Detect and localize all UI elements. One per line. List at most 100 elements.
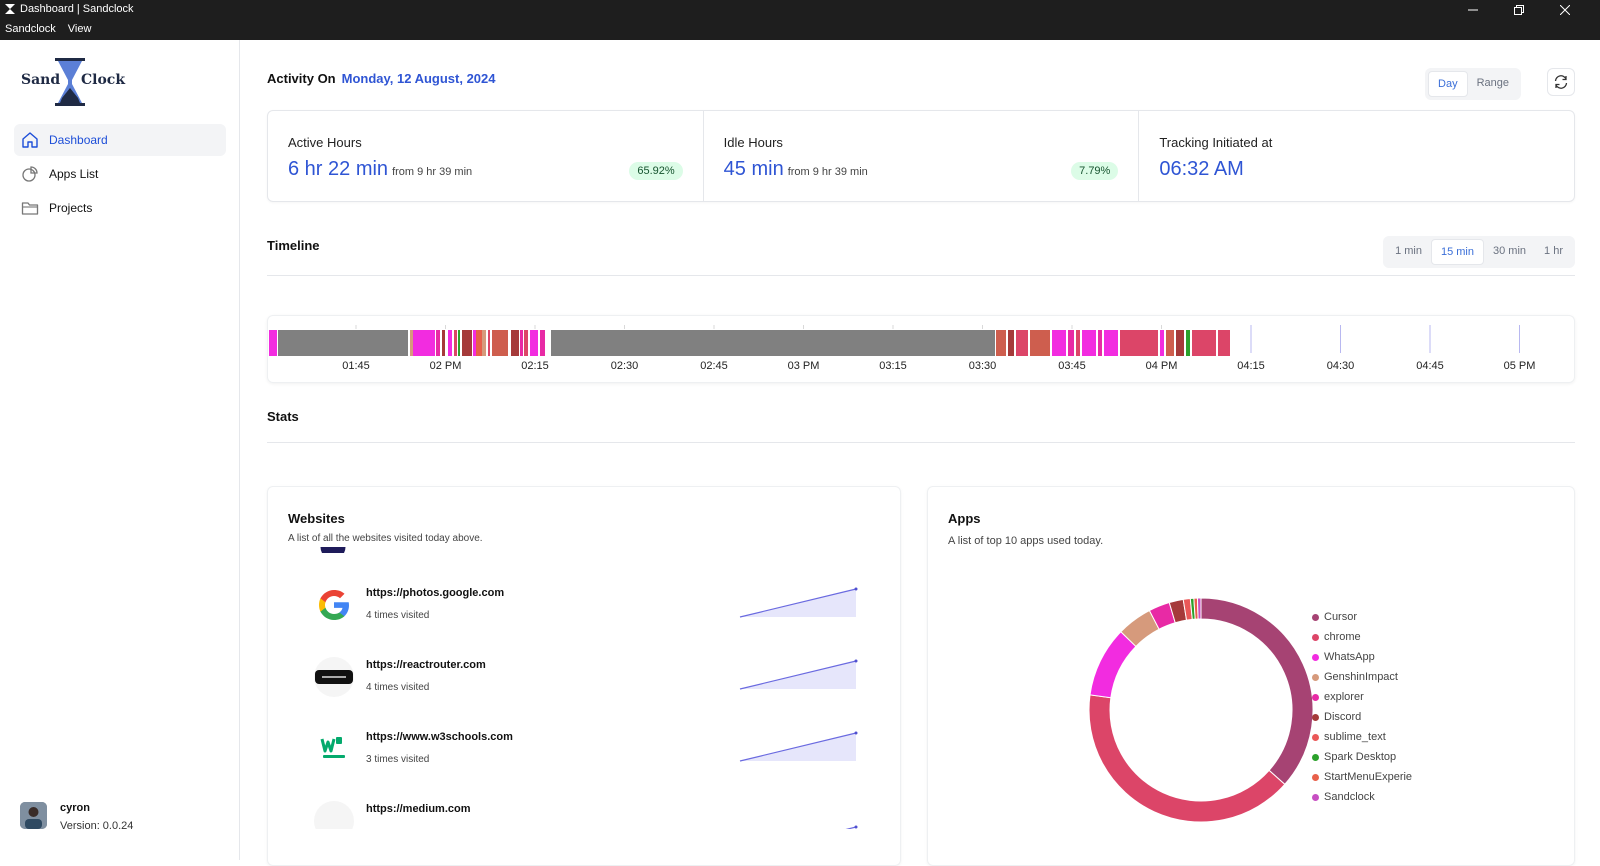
legend-label: WhatsApp bbox=[1324, 651, 1375, 663]
timeline-segment[interactable] bbox=[462, 330, 472, 356]
legend-item[interactable]: Sandclock bbox=[1312, 787, 1412, 807]
sidebar-item-dashboard[interactable]: Dashboard bbox=[14, 124, 226, 156]
active-percent-badge: 65.92% bbox=[629, 162, 683, 180]
timeline-segment[interactable] bbox=[454, 330, 457, 356]
legend-label: chrome bbox=[1324, 631, 1361, 643]
website-url[interactable]: https://medium.com bbox=[366, 803, 471, 815]
granularity-1hr-button[interactable]: 1 hr bbox=[1544, 245, 1563, 257]
timeline-segment[interactable] bbox=[520, 330, 523, 356]
timeline-segment[interactable] bbox=[1166, 330, 1174, 356]
legend-label: StartMenuExperie bbox=[1324, 771, 1412, 783]
idle-hours-label: Idle Hours bbox=[723, 135, 783, 150]
timeline-segment[interactable] bbox=[1030, 330, 1050, 356]
donut-slice-chrome[interactable] bbox=[1088, 694, 1286, 823]
timeline-segment[interactable] bbox=[278, 330, 408, 356]
legend-item[interactable]: chrome bbox=[1312, 627, 1412, 647]
timeline-segment[interactable] bbox=[1192, 330, 1216, 356]
donut-slice-sandclock[interactable] bbox=[1196, 597, 1202, 620]
list-item[interactable]: https://reactrouter.com 4 times visited bbox=[288, 649, 878, 709]
timeline-segment[interactable] bbox=[1186, 330, 1190, 356]
apps-donut-chart[interactable] bbox=[1088, 597, 1314, 823]
legend-item[interactable]: StartMenuExperie bbox=[1312, 767, 1412, 787]
website-visit-count: 3 times visited bbox=[366, 754, 430, 765]
timeline-segment[interactable] bbox=[511, 330, 519, 356]
timeline-segment[interactable] bbox=[269, 330, 277, 356]
main-content: Activity On Monday, 12 August, 2024 Day R… bbox=[267, 40, 1575, 866]
timeline-segment[interactable] bbox=[551, 330, 995, 356]
website-url[interactable]: https://reactrouter.com bbox=[366, 659, 486, 671]
timeline-segment[interactable] bbox=[413, 330, 435, 356]
restore-button[interactable] bbox=[1496, 0, 1542, 20]
donut-slice-cursor[interactable] bbox=[1200, 597, 1314, 786]
user-profile[interactable]: cyron Version: 0.0.24 bbox=[20, 800, 220, 840]
activity-timeline[interactable]: 01:45 02 PM 02:15 02:30 02:45 03 PM 03:15 03:30… bbox=[267, 315, 1575, 383]
timeline-segment[interactable] bbox=[1104, 330, 1118, 356]
app-logo: Sand Clock bbox=[20, 58, 130, 106]
legend-item[interactable]: explorer bbox=[1312, 687, 1412, 707]
menu-sandclock[interactable]: Sandclock bbox=[5, 23, 56, 35]
active-hours-card: Active Hours 6 hr 22 min from 9 hr 39 min… bbox=[268, 111, 704, 201]
website-url[interactable]: https://www.w3schools.com bbox=[366, 731, 513, 743]
donut-slice-whatsapp[interactable] bbox=[1089, 631, 1137, 699]
legend-label: Sandclock bbox=[1324, 791, 1375, 803]
close-button[interactable] bbox=[1542, 0, 1588, 20]
timeline-segment[interactable] bbox=[482, 330, 486, 356]
timeline-segment[interactable] bbox=[1068, 330, 1074, 356]
list-item[interactable]: https://www.w3schools.com 3 times visite… bbox=[288, 721, 878, 781]
website-url[interactable]: https://photos.google.com bbox=[366, 587, 505, 599]
legend-dot-icon bbox=[1312, 793, 1319, 801]
legend-item[interactable]: GenshinImpact bbox=[1312, 667, 1412, 687]
menu-view[interactable]: View bbox=[67, 23, 92, 35]
timeline-segment[interactable] bbox=[1076, 330, 1080, 356]
timeline-tick-label: 04:45 bbox=[1416, 360, 1444, 372]
legend-dot-icon bbox=[1312, 733, 1319, 741]
timeline-segment[interactable] bbox=[448, 330, 452, 356]
timeline-segment[interactable] bbox=[488, 330, 490, 356]
timeline-segment[interactable] bbox=[1160, 330, 1164, 356]
timeline-segment[interactable] bbox=[473, 330, 476, 356]
legend-item[interactable]: Discord bbox=[1312, 707, 1412, 727]
timeline-segment[interactable] bbox=[1218, 330, 1230, 356]
minimize-button[interactable] bbox=[1450, 0, 1496, 20]
view-day-button[interactable]: Day bbox=[1428, 71, 1468, 97]
timeline-segment[interactable] bbox=[540, 330, 545, 356]
timeline-segment[interactable] bbox=[442, 330, 445, 356]
timeline-segment[interactable] bbox=[492, 330, 508, 356]
list-item[interactable]: https://photos.google.com 4 times visite… bbox=[288, 577, 878, 637]
legend-item[interactable]: Cursor bbox=[1312, 607, 1412, 627]
timeline-tick-label: 04:30 bbox=[1327, 360, 1355, 372]
timeline-segment[interactable] bbox=[1082, 330, 1096, 356]
timeline-segment[interactable] bbox=[1098, 330, 1102, 356]
timeline-segment[interactable] bbox=[436, 330, 440, 356]
divider bbox=[267, 442, 1575, 443]
activity-date[interactable]: Monday, 12 August, 2024 bbox=[341, 71, 496, 86]
sidebar-item-apps-list[interactable]: Apps List bbox=[14, 158, 226, 190]
timeline-segment[interactable] bbox=[410, 330, 413, 356]
timeline-segment[interactable] bbox=[530, 330, 538, 356]
legend-item[interactable]: WhatsApp bbox=[1312, 647, 1412, 667]
timeline-segment[interactable] bbox=[996, 330, 1006, 356]
view-range-button[interactable]: Range bbox=[1476, 77, 1509, 89]
timeline-segment[interactable] bbox=[1176, 330, 1184, 356]
summary-cards: Active Hours 6 hr 22 min from 9 hr 39 min… bbox=[267, 110, 1575, 202]
timeline-segment[interactable] bbox=[1008, 330, 1014, 356]
legend-item[interactable]: Spark Desktop bbox=[1312, 747, 1412, 767]
sidebar-item-projects[interactable]: Projects bbox=[14, 192, 226, 224]
logo-text-right: Clock bbox=[81, 72, 126, 88]
list-item[interactable]: https://medium.com bbox=[288, 793, 878, 829]
timeline-segment[interactable] bbox=[1052, 330, 1066, 356]
websites-list[interactable]: https://photos.google.com 4 times visite… bbox=[288, 547, 888, 829]
partial-favicon-icon bbox=[320, 547, 346, 553]
timeline-segment[interactable] bbox=[1120, 330, 1158, 356]
granularity-15min-button[interactable]: 15 min bbox=[1430, 239, 1484, 265]
timeline-segment[interactable] bbox=[458, 330, 460, 356]
sparkline-chart bbox=[739, 659, 858, 690]
timeline-segment[interactable] bbox=[476, 330, 482, 356]
timeline-chart[interactable]: 01:45 02 PM 02:15 02:30 02:45 03 PM 03:15 03:30… bbox=[268, 316, 1576, 384]
legend-item[interactable]: sublime_text bbox=[1312, 727, 1412, 747]
timeline-segment[interactable] bbox=[1016, 330, 1028, 356]
timeline-segment[interactable] bbox=[524, 330, 528, 356]
granularity-30min-button[interactable]: 30 min bbox=[1493, 245, 1527, 257]
granularity-1min-button[interactable]: 1 min bbox=[1395, 245, 1422, 257]
refresh-button[interactable] bbox=[1547, 68, 1575, 96]
